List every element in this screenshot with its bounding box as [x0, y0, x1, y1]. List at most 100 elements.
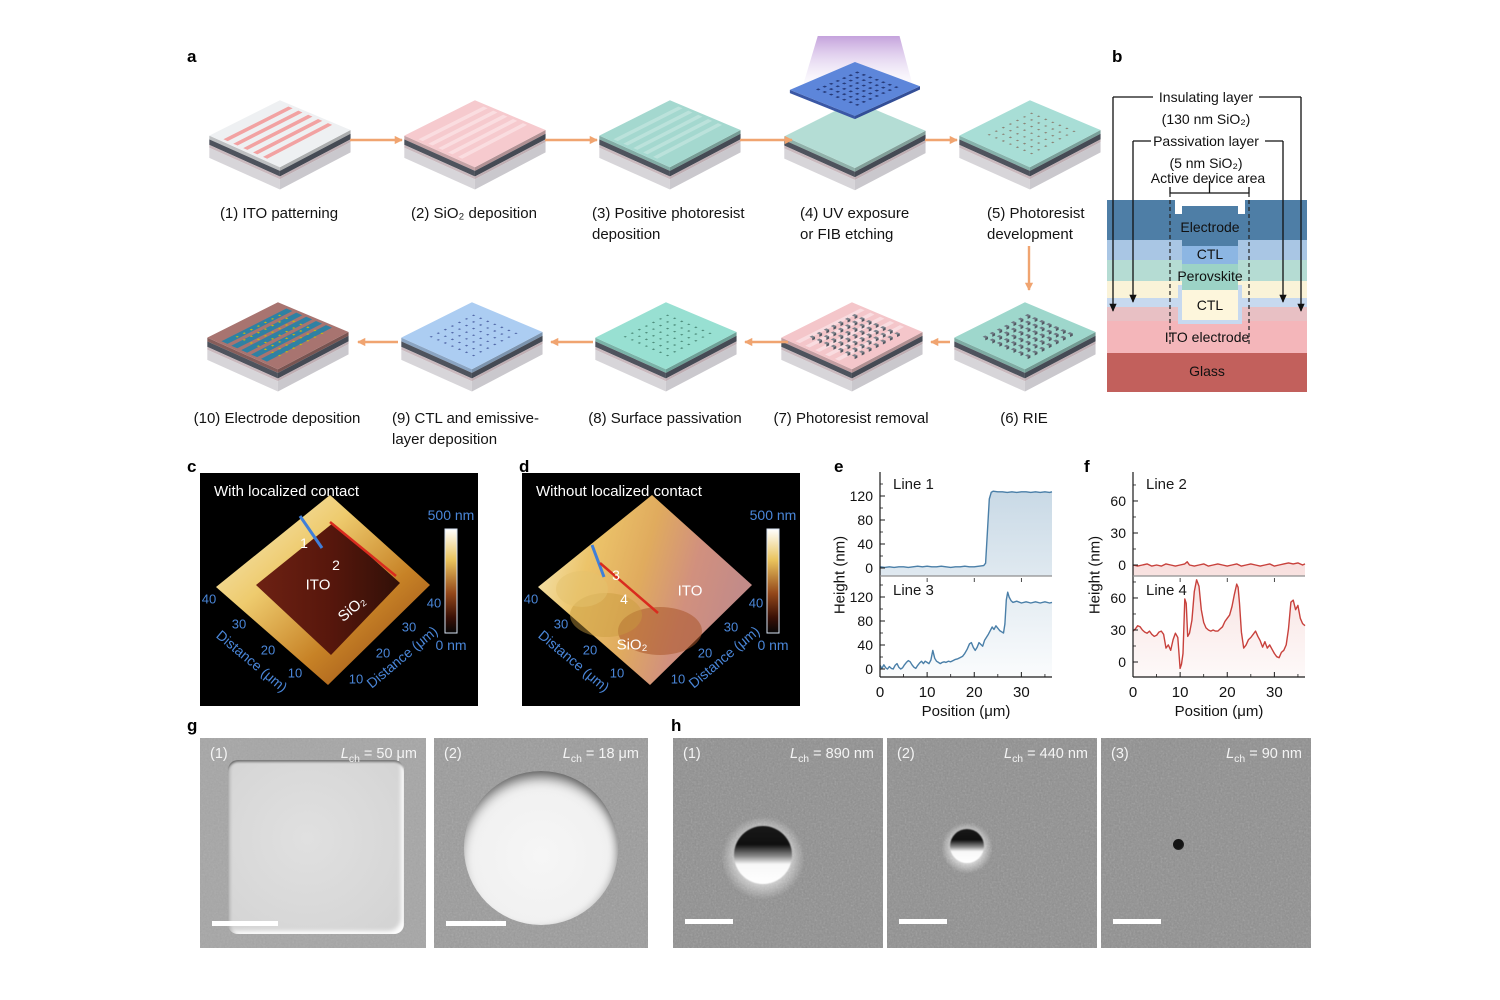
step-label-line: (6) RIE [1000, 410, 1048, 427]
colorbar-max-label: 500 nm [427, 507, 475, 523]
process-chip-10 [198, 280, 356, 393]
nanohole [1173, 839, 1184, 850]
line3-label: Line 3 [893, 582, 934, 599]
panel-letter-b: b [1112, 47, 1123, 66]
f-x-axis-label: Position (μm) [1174, 703, 1264, 720]
distance-tick-left: 40 [523, 591, 539, 607]
process-step-label-10: (10) Electrode deposition [194, 408, 361, 429]
scale-bar [1113, 919, 1161, 924]
tick-label: 30 [1110, 622, 1126, 638]
step-label-line: layer deposition [392, 431, 498, 448]
panel-letter-h: h [671, 716, 682, 735]
distance-tick-right: 30 [723, 619, 739, 635]
nanohole [950, 829, 984, 863]
distance-tick-right: 10 [348, 671, 364, 687]
profile-fill [880, 491, 1052, 576]
distance-tick-left: 20 [260, 642, 276, 658]
etched-square-channel [228, 760, 404, 934]
step-label-line: or FIB etching [800, 226, 894, 243]
process-chip-7 [772, 280, 930, 393]
scale-bar [212, 921, 278, 926]
afm-d-title: Without localized contact [536, 483, 702, 500]
step-label-line: (5) Photoresist [987, 205, 1085, 222]
tick-label: 0 [876, 684, 884, 701]
ito-region-label: ITO [305, 576, 331, 594]
profile-fill [1133, 561, 1305, 576]
colorbar-min-label: 0 nm [757, 637, 789, 653]
distance-tick-right: 20 [697, 645, 713, 661]
perovskite-label: Perovskite [1177, 268, 1243, 284]
active-device-area-label: Active device area [1150, 170, 1266, 186]
tick-label: 40 [857, 536, 873, 552]
step-label-line: (1) ITO patterning [219, 205, 339, 222]
step-label-line: (4) UV exposure [800, 205, 910, 222]
step-label-line: deposition [592, 226, 661, 243]
passivation-layer-label: Passivation layer [1153, 133, 1259, 149]
process-chip-2 [395, 78, 553, 191]
tick-label: 20 [1219, 684, 1236, 701]
panel-letter-g: g [187, 716, 198, 735]
tick-label: 40 [857, 637, 873, 653]
ctl-top-label: CTL [1196, 246, 1224, 262]
process-step-label-4: (4) UV exposure or FIB etching [800, 203, 909, 245]
panel-letter-f: f [1084, 457, 1090, 476]
line-marker-3: 3 [612, 567, 620, 583]
process-step-label-6: (6) RIE [1000, 408, 1048, 429]
tick-label: 60 [1110, 493, 1126, 509]
glass-label: Glass [1189, 363, 1225, 379]
process-chip-9 [392, 280, 550, 393]
ito-electrode-label: ITO electrode [1164, 329, 1250, 345]
tick-label: 80 [857, 613, 873, 629]
insulating-layer-label: Insulating layer [1158, 89, 1254, 105]
f-y-axis-label: Height (nm) [1086, 535, 1104, 615]
tick-label: 10 [1172, 684, 1189, 701]
nanohole [734, 826, 792, 884]
line2-label: Line 2 [1146, 476, 1187, 493]
panel-letter-a: a [187, 47, 197, 66]
stack-electrode [1182, 206, 1238, 246]
sem-channel-18um: (2) Lch = 18 μm [434, 738, 648, 948]
tick-label: 30 [1266, 684, 1283, 701]
tick-label: 0 [1118, 654, 1126, 670]
tick-label: 60 [1110, 590, 1126, 606]
afm-topography-d [538, 495, 780, 685]
tick-label: 20 [966, 684, 983, 701]
tick-label: 120 [850, 488, 874, 504]
process-step-label-3: (3) Positive photoresist deposition [592, 203, 745, 245]
ito-region-label: ITO [677, 582, 703, 600]
scale-bar [899, 919, 947, 924]
tick-label: 80 [857, 512, 873, 528]
ito-band [1107, 321, 1307, 353]
profile-fill [880, 592, 1052, 677]
process-step-label-9: (9) CTL and emissive-layer deposition [392, 408, 539, 450]
process-chip-5 [950, 78, 1108, 191]
ctl-bottom-label: CTL [1196, 297, 1224, 313]
process-step-label-2: (2) SiO₂ deposition [411, 203, 537, 224]
afm-without-contact: Without localized contact 3 4 ITO SiO₂ 5… [522, 473, 800, 706]
subimage-tag: (2) [444, 746, 462, 762]
process-chip-3 [590, 78, 748, 191]
channel-length-label: Lch = 890 nm [790, 746, 874, 765]
electrode-label: Electrode [1180, 219, 1240, 235]
sem-hole-440nm: (2) Lch = 440 nm [887, 738, 1097, 948]
colorbar-max-label: 500 nm [749, 507, 797, 523]
tick-label: 30 [1110, 525, 1126, 541]
step-label-line: (7) Photoresist removal [773, 410, 929, 427]
afm-topography-c [216, 495, 458, 685]
distance-tick-right: 40 [748, 595, 764, 611]
tick-label: 10 [919, 684, 936, 701]
e-x-axis-label: Position (μm) [921, 703, 1011, 720]
step-label-line: (8) Surface passivation [588, 410, 742, 427]
sio2-region-label: SiO₂ [616, 636, 648, 654]
step-label-line: (3) Positive photoresist [592, 205, 745, 222]
profile-curve [1132, 561, 1306, 567]
device-cross-section-panel: Insulating layer (130 nm SiO₂) Passivati… [1105, 80, 1310, 400]
sem-hole-90nm: (3) Lch = 90 nm [1101, 738, 1311, 948]
tick-label: 0 [865, 661, 873, 677]
subimage-tag: (1) [210, 746, 228, 762]
afm-with-contact: With localized contact 1 2 ITO SiO₂ 500 … [200, 473, 478, 706]
sem-hole-890nm: (1) Lch = 890 nm [673, 738, 883, 948]
subimage-tag: (1) [683, 746, 701, 762]
stack-perovskite [1182, 264, 1238, 290]
